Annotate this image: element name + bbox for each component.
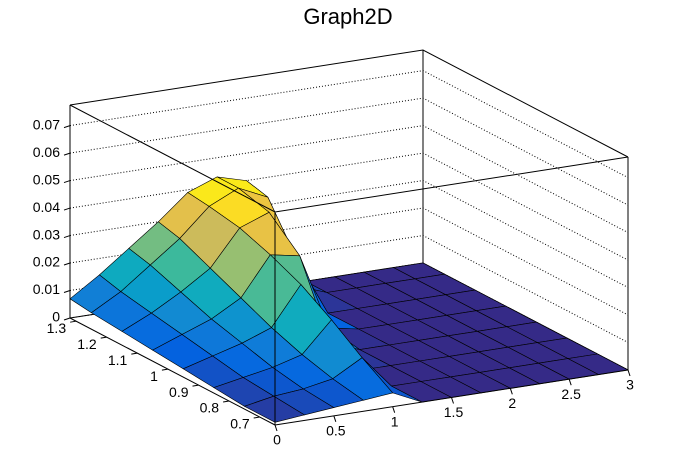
z-tick-label: 0.04 xyxy=(33,199,60,215)
z-tick-label: 0 xyxy=(52,309,60,325)
y-tick xyxy=(223,400,230,403)
x-tick xyxy=(627,369,631,377)
z-tick-label: 0.03 xyxy=(33,226,60,242)
grid-line xyxy=(69,152,629,261)
y-tick-label: 1 xyxy=(150,368,158,384)
y-tick-label: 0.8 xyxy=(200,400,220,416)
z-tick-label: 0.02 xyxy=(33,254,60,270)
z-tick-label: 0.05 xyxy=(33,171,60,187)
x-tick xyxy=(333,415,337,422)
z-tick-label: 0.06 xyxy=(33,144,60,160)
y-tick xyxy=(131,352,138,355)
x-tick-label: 0 xyxy=(273,432,281,448)
z-tick xyxy=(63,262,71,266)
z-tick-label: 0.07 xyxy=(33,116,60,132)
grid-line xyxy=(69,207,629,316)
y-tick-label: 1.3 xyxy=(47,320,67,336)
x-tick xyxy=(451,397,454,404)
chart-title: Graph2D xyxy=(303,4,392,29)
grid-line xyxy=(69,70,629,179)
grid-line xyxy=(69,125,629,234)
z-tick-label: 0.01 xyxy=(33,281,60,297)
surface-cell xyxy=(243,395,306,423)
x-tick-label: 3 xyxy=(626,377,634,393)
x-tick-label: 0.5 xyxy=(326,423,346,439)
x-tick-label: 2 xyxy=(508,395,516,411)
y-tick xyxy=(161,368,168,371)
x-tick xyxy=(274,424,278,432)
z-tick xyxy=(63,152,71,156)
y-tick-label: 1.2 xyxy=(77,336,97,352)
z-tick xyxy=(63,235,71,239)
z-tick xyxy=(63,290,71,293)
grid-line xyxy=(69,97,629,206)
y-tick xyxy=(253,416,260,419)
y-tick-label: 0.7 xyxy=(230,416,250,432)
x-tick xyxy=(392,406,396,413)
box-edge xyxy=(69,317,276,426)
y-tick-label: 0.9 xyxy=(169,384,189,400)
x-tick-label: 2.5 xyxy=(561,386,581,402)
z-tick xyxy=(63,317,71,321)
x-tick-label: 1.5 xyxy=(444,404,464,420)
y-tick-label: 1.1 xyxy=(108,352,128,368)
box-edge xyxy=(69,49,629,158)
z-tick xyxy=(63,180,71,184)
x-tick-label: 1 xyxy=(391,413,399,429)
grid-line xyxy=(69,179,629,288)
x-tick xyxy=(509,388,513,395)
y-tick xyxy=(192,384,199,387)
grid-line xyxy=(69,234,629,343)
x-tick xyxy=(568,379,572,386)
z-tick xyxy=(63,125,71,129)
y-tick xyxy=(70,320,77,323)
z-tick xyxy=(63,207,71,211)
y-tick xyxy=(100,336,107,339)
box-edge xyxy=(69,104,629,213)
